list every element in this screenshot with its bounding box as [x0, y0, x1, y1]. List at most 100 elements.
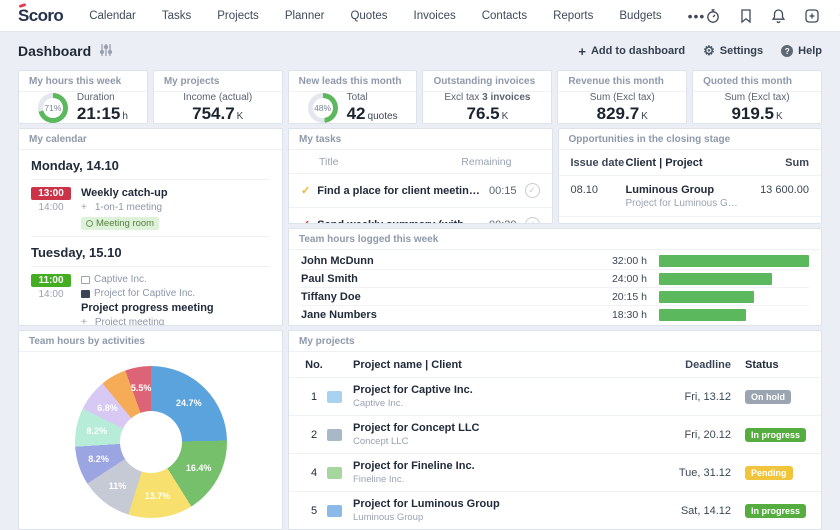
bar-row[interactable]: John McDunn 32:00 h — [301, 252, 809, 270]
project-name: Project for Luminous Group — [353, 498, 500, 510]
hours-value: 32:00 h — [611, 254, 647, 267]
event-end-time: 14:00 — [38, 289, 64, 300]
main-menu: Calendar Tasks Projects Planner Quotes I… — [89, 8, 705, 24]
issue-date: 08.10 — [570, 184, 599, 196]
nav-item-projects[interactable]: Projects — [217, 9, 259, 22]
kpi-title: My hours this week — [19, 71, 147, 92]
event-company-link[interactable]: Captive Inc. — [81, 274, 214, 285]
leads-donut-chart: 48% — [307, 93, 338, 123]
pie-slice-label: 16.4% — [185, 463, 212, 474]
project-name: Project for Luminous Group — [625, 198, 740, 209]
status-badge: In progress — [745, 427, 807, 442]
project-client: Fineline Inc. — [353, 474, 405, 485]
add-icon[interactable] — [804, 8, 820, 24]
project-row[interactable]: 2 Project for Concept LLC Concept LLC Fr… — [289, 416, 821, 454]
bar — [659, 254, 809, 267]
calendar-day-header: Monday, 14.10 — [31, 150, 270, 180]
company-icon — [81, 275, 90, 284]
project-deadline: Fri, 13.12 — [684, 390, 731, 403]
help-icon: ? — [781, 45, 794, 57]
project-row[interactable]: 5 Project for Luminous Group Luminous Gr… — [289, 492, 821, 529]
opportunity-row[interactable]: 08.10 Concept LLC Project for Concept LL… — [559, 217, 822, 223]
pie-slice-label: 8.2% — [86, 426, 108, 437]
projects-column-headers: No. Project name | Client Deadline Statu… — [289, 352, 821, 378]
nav-item-quotes[interactable]: Quotes — [350, 9, 388, 22]
timer-icon[interactable] — [705, 8, 721, 24]
event-start-time: 13:00 — [31, 187, 71, 200]
client-name: Luminous Group — [625, 184, 715, 196]
event-type-link[interactable]: Project meeting — [81, 317, 214, 325]
kpi-label: Sum (Excl tax) — [589, 92, 655, 104]
bar — [659, 309, 746, 321]
kpi-card-my-hours[interactable]: My hours this week 71% Duration 21:15 h — [18, 70, 148, 124]
project-row[interactable]: 1 Project for Captive Inc. Captive Inc. … — [289, 378, 821, 416]
filter-sliders-icon[interactable] — [99, 43, 113, 60]
task-title: Send weekly summary (with attache… — [317, 219, 481, 224]
project-number: 4 — [310, 466, 318, 479]
person-name: John McDunn — [301, 254, 374, 267]
kpi-label: Sum (Excl tax) — [724, 92, 790, 104]
my-projects-card: My projects No. Project name | Client De… — [288, 330, 822, 530]
bar-row[interactable]: Tiffany Doe 20:15 h — [301, 288, 809, 306]
calendar-day-header: Tuesday, 15.10 — [31, 237, 270, 267]
status-badge: Pending — [745, 465, 793, 480]
complete-task-icon[interactable]: ✓ — [524, 183, 540, 198]
scoro-logo[interactable]: Scoro — [18, 2, 64, 26]
project-row[interactable]: 4 Project for Fineline Inc. Fineline Inc… — [289, 454, 821, 492]
nav-item-calendar[interactable]: Calendar — [89, 9, 136, 22]
project-folder-icon — [327, 390, 342, 403]
task-row[interactable]: ✓ Send weekly summary (with attache… 00:… — [289, 208, 552, 224]
nav-item-tasks[interactable]: Tasks — [161, 9, 192, 22]
task-row[interactable]: ✓ Find a place for client meetings 00:15… — [289, 174, 552, 208]
bar-row[interactable]: Jane Numbers 18:30 h — [301, 306, 809, 324]
project-name: Project for Captive Inc. — [353, 384, 473, 396]
card-title: Team hours logged this week — [289, 229, 821, 250]
task-remaining: 00:15 — [488, 184, 517, 197]
kpi-card-revenue[interactable]: Revenue this month Sum (Excl tax) 829.7 K — [557, 70, 688, 124]
plus-icon: + — [578, 43, 586, 59]
kpi-card-outstanding-invoices[interactable]: Outstanding invoices Excl tax 3 invoices… — [422, 70, 553, 124]
event-title: Weekly catch-up — [81, 187, 168, 199]
nav-icon-bar — [705, 8, 840, 24]
card-title: My projects — [289, 331, 821, 352]
nav-item-planner[interactable]: Planner — [284, 9, 325, 22]
bookmark-icon[interactable] — [739, 8, 753, 24]
project-deadline: Fri, 20.12 — [684, 428, 731, 441]
nav-item-invoices[interactable]: Invoices — [413, 9, 456, 22]
settings-button[interactable]: ⚙ Settings — [703, 43, 764, 58]
pie-slice-label: 11% — [108, 480, 127, 491]
complete-task-icon[interactable]: ✓ — [524, 217, 540, 223]
kpi-card-quoted[interactable]: Quoted this month Sum (Excl tax) 919.5 K — [692, 70, 822, 124]
project-number: 2 — [310, 428, 318, 441]
help-button[interactable]: ? Help — [781, 45, 822, 57]
bar-track — [659, 309, 809, 321]
more-menu-icon[interactable]: ••• — [687, 7, 706, 24]
task-remaining: 00:30 — [489, 219, 517, 224]
kpi-title: New leads this month — [288, 71, 417, 92]
pie-slice-label: 5.5% — [130, 383, 152, 394]
add-to-dashboard-button[interactable]: + Add to dashboard — [578, 43, 686, 59]
bar-row[interactable]: Paul Smith 24:00 h — [301, 270, 809, 288]
activities-pie-chart[interactable]: 24.7% 16.4% 13.7% 11% 8.2% 8.2% 6.8% 5.5% — [74, 366, 227, 518]
person-name: Jane Numbers — [301, 309, 377, 321]
opportunity-row[interactable]: 08.10 Luminous Group Project for Luminou… — [558, 176, 821, 217]
nav-item-reports[interactable]: Reports — [553, 9, 594, 22]
pie-slice-label: 13.7% — [144, 491, 171, 502]
project-client: Captive Inc. — [353, 398, 404, 409]
project-folder-icon — [327, 428, 342, 441]
person-name: Tiffany Doe — [301, 290, 361, 303]
my-tasks-card: My tasks Title Remaining ✓ Find a place … — [288, 128, 553, 224]
kpi-value: 21:15 — [76, 103, 121, 123]
kpi-card-new-leads[interactable]: New leads this month 48% Total 42 quotes — [287, 70, 418, 124]
nav-item-contacts[interactable]: Contacts — [481, 9, 528, 22]
bell-icon[interactable] — [771, 8, 786, 24]
bar-track — [659, 272, 809, 285]
calendar-event[interactable]: 11:00 14:00 Captive Inc. Project for Cap… — [31, 267, 270, 325]
nav-item-budgets[interactable]: Budgets — [619, 9, 662, 22]
project-deadline: Sat, 14.12 — [680, 504, 731, 517]
kpi-card-my-projects[interactable]: My projects Income (actual) 754.7 K — [152, 70, 283, 124]
event-project-link[interactable]: Project for Captive Inc. — [81, 288, 214, 299]
calendar-event[interactable]: 13:00 14:00 Weekly catch-up 1-on-1 meeti… — [31, 180, 270, 237]
kpi-label: Duration — [76, 92, 115, 104]
event-type-link[interactable]: 1-on-1 meeting — [81, 202, 168, 213]
